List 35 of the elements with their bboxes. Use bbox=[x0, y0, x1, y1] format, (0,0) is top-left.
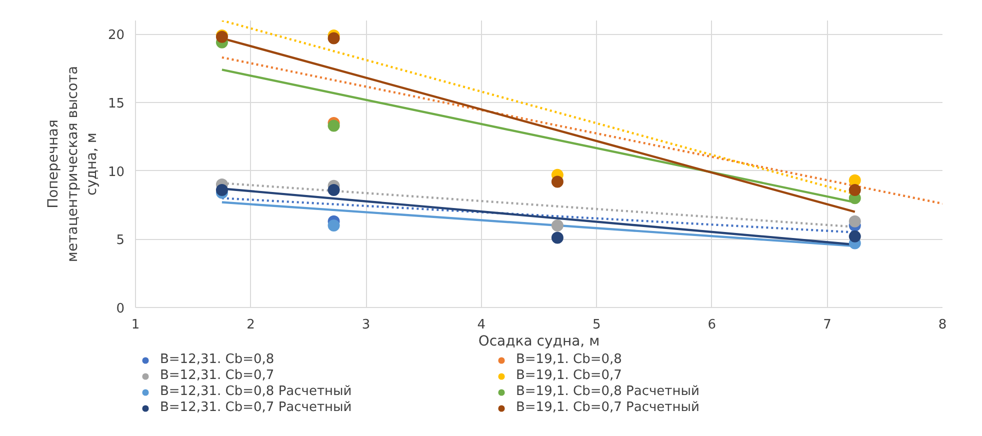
point bbox=[216, 184, 228, 196]
point bbox=[848, 174, 861, 186]
legend-label: B=19,1. Cb=0,7 bbox=[516, 368, 623, 383]
x-tick-label: 4 bbox=[477, 318, 486, 332]
point bbox=[328, 32, 340, 44]
point bbox=[848, 215, 861, 228]
legend-label: B=12,31. Cb=0,7 Расчетный bbox=[160, 400, 353, 415]
y-tick-label: 20 bbox=[108, 28, 125, 44]
legend-label: B=19,1. Cb=0,8 Расчетный bbox=[516, 384, 700, 399]
legend-label: B=12,31. Cb=0,8 Расчетный bbox=[160, 384, 353, 399]
x-tick-label: 8 bbox=[938, 318, 947, 332]
x-tick-label: 3 bbox=[362, 318, 370, 332]
x-tick-label: 2 bbox=[246, 318, 255, 332]
point bbox=[848, 184, 861, 196]
y-tick-label: 10 bbox=[108, 164, 125, 180]
point bbox=[551, 232, 564, 244]
x-tick-label: 7 bbox=[823, 318, 832, 332]
x-tick-label: 6 bbox=[708, 318, 716, 332]
y-tick-label: 0 bbox=[116, 302, 125, 316]
x-axis-title: Осадка судна, м bbox=[478, 334, 600, 350]
legend-label: B=12,31. Cb=0,7 bbox=[160, 368, 276, 383]
y-tick-label: 5 bbox=[116, 233, 125, 248]
legend-label: B=19,1. Cb=0,7 Расчетный bbox=[516, 400, 700, 415]
y-axis-title: Поперечная метацентрическая высота судна, м bbox=[46, 66, 100, 262]
point bbox=[551, 220, 564, 232]
legend-label: B=12,31. Cb=0,8 bbox=[160, 352, 276, 367]
y-tick-label: 15 bbox=[108, 96, 125, 112]
point bbox=[328, 220, 340, 232]
point bbox=[328, 184, 340, 196]
point bbox=[551, 176, 564, 188]
x-tick-label: 5 bbox=[592, 318, 601, 332]
legend-label: B=19,1. Cb=0,8 bbox=[516, 352, 623, 367]
x-tick-label: 1 bbox=[131, 318, 140, 332]
point bbox=[848, 230, 861, 242]
point bbox=[328, 120, 340, 132]
